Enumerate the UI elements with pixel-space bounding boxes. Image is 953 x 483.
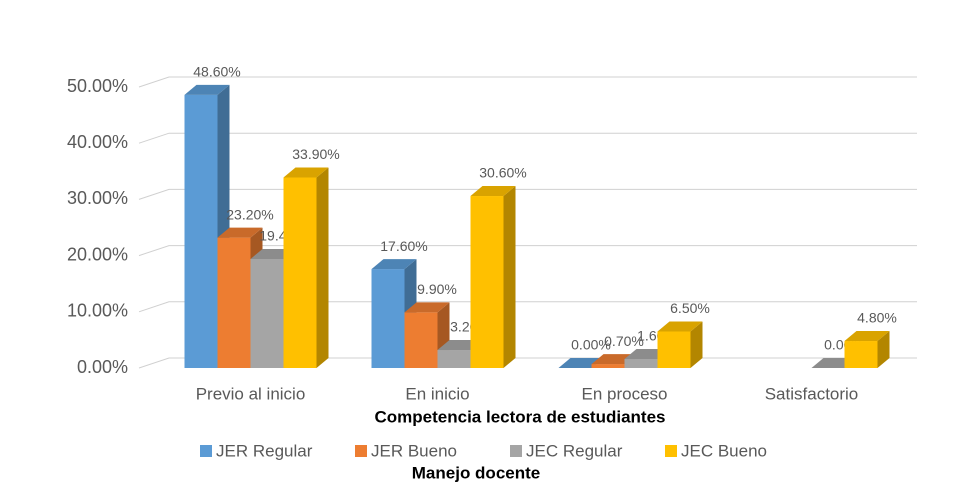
bar-face xyxy=(283,167,329,178)
bar-face xyxy=(371,259,417,270)
legend-label: JEC Regular xyxy=(526,441,623,460)
y-tick-label: 30.00% xyxy=(67,188,128,208)
bar-face xyxy=(470,186,516,197)
x-tick-label: Previo al inicio xyxy=(196,384,306,403)
legend-label: JEC Bueno xyxy=(681,441,767,460)
data-label: 0.00% xyxy=(571,337,611,353)
bar-face xyxy=(184,94,218,369)
bar-face xyxy=(657,331,691,368)
grid-line xyxy=(138,76,917,88)
bar-face xyxy=(283,177,317,368)
legend-swatch xyxy=(200,445,212,457)
data-label: 48.60% xyxy=(193,64,240,80)
data-label: 33.90% xyxy=(292,146,339,162)
x-axis-title: Competencia lectora de estudiantes xyxy=(375,407,666,426)
data-label: 4.80% xyxy=(857,310,897,326)
data-label: 23.20% xyxy=(226,206,273,222)
legend-swatch xyxy=(355,445,367,457)
bar-face xyxy=(690,321,703,368)
legend-label: JER Regular xyxy=(216,441,313,460)
data-label: 0.70% xyxy=(604,333,644,349)
y-tick-label: 20.00% xyxy=(67,244,128,264)
bar-face xyxy=(437,350,471,368)
grid-line xyxy=(138,245,917,257)
bar-face xyxy=(503,186,516,368)
y-tick-label: 40.00% xyxy=(67,132,128,152)
bar-face xyxy=(657,321,703,332)
data-label: 9.90% xyxy=(417,281,457,297)
bar xyxy=(283,167,329,368)
x-tick-label: En proceso xyxy=(582,384,668,403)
grid-line xyxy=(138,188,917,200)
bar-face xyxy=(844,331,890,342)
grid-line xyxy=(138,301,917,313)
bar-face xyxy=(217,237,251,368)
y-tick-label: 50.00% xyxy=(67,76,128,96)
data-label: 17.60% xyxy=(380,238,427,254)
bar-face xyxy=(404,302,450,313)
legend-label: JER Bueno xyxy=(371,441,457,460)
x-tick-label: Satisfactorio xyxy=(765,384,859,403)
legend-swatch xyxy=(510,445,522,457)
grid-line xyxy=(138,132,917,144)
bar-face xyxy=(470,196,504,368)
data-label: 30.60% xyxy=(479,165,526,181)
bar-face xyxy=(184,84,230,95)
bar xyxy=(470,186,516,368)
legend-swatch xyxy=(665,445,677,457)
bar-face xyxy=(250,258,284,368)
bar-face xyxy=(316,167,329,368)
y-tick-label: 0.00% xyxy=(77,357,128,377)
legend-title: Manejo docente xyxy=(412,463,540,482)
x-tick-label: En inicio xyxy=(405,384,469,403)
bar-face xyxy=(877,331,890,368)
bar xyxy=(657,321,703,368)
bar-face xyxy=(591,364,625,368)
bar-face xyxy=(404,312,438,368)
data-label: 6.50% xyxy=(670,300,710,316)
bar-face xyxy=(217,227,263,238)
bar-face xyxy=(624,359,658,368)
y-tick-label: 10.00% xyxy=(67,301,128,321)
bar-face xyxy=(371,269,405,368)
bar xyxy=(844,331,890,368)
bar-face xyxy=(844,341,878,368)
